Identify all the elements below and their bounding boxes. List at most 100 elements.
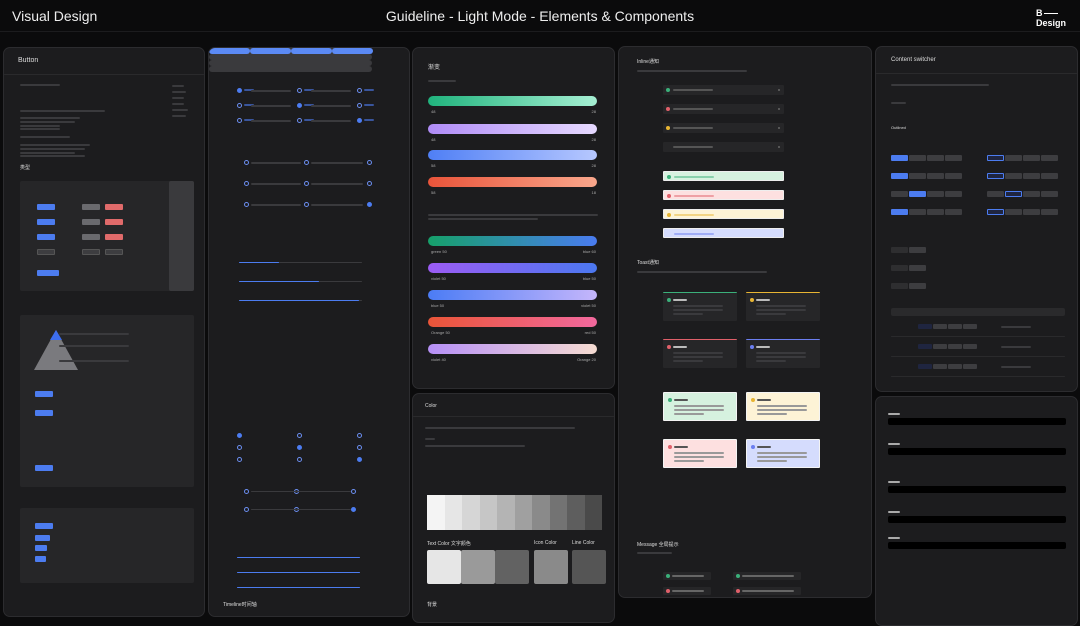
segmented-steps[interactable] bbox=[209, 48, 373, 72]
notice-text bbox=[674, 176, 714, 178]
switcher-segment[interactable] bbox=[945, 191, 962, 197]
switcher-segment[interactable] bbox=[1041, 191, 1058, 197]
switcher-segment[interactable] bbox=[933, 344, 947, 349]
switcher-segment[interactable] bbox=[963, 344, 977, 349]
error-icon bbox=[667, 345, 671, 349]
switcher-segment[interactable] bbox=[918, 324, 932, 329]
switcher-segment[interactable] bbox=[933, 324, 947, 329]
icon-switcher-segment[interactable] bbox=[891, 247, 908, 253]
progress-step-active bbox=[239, 262, 279, 263]
switcher-segment[interactable] bbox=[918, 364, 932, 369]
switcher-segment[interactable] bbox=[891, 173, 908, 179]
switcher-segment[interactable] bbox=[987, 155, 1004, 161]
gradient-bar bbox=[428, 96, 597, 106]
switcher-segment[interactable] bbox=[1023, 173, 1040, 179]
danger-button[interactable] bbox=[105, 204, 123, 210]
secondary-button-hover[interactable] bbox=[82, 219, 100, 225]
hierarchy-button[interactable] bbox=[35, 410, 53, 416]
icon-text-button[interactable] bbox=[37, 270, 59, 276]
gradient-panel: 渐变 48 28 48 28 58 28 58 18 green 50 blue 60 violet… bbox=[412, 47, 615, 389]
icon-switcher-segment[interactable] bbox=[909, 247, 926, 253]
switcher-segment[interactable] bbox=[927, 191, 944, 197]
switcher-segment[interactable] bbox=[891, 209, 908, 215]
success-icon bbox=[667, 298, 671, 302]
active-segment[interactable] bbox=[332, 48, 373, 54]
switcher-segment[interactable] bbox=[1041, 155, 1058, 161]
switcher-segment[interactable] bbox=[1023, 209, 1040, 215]
toast-text bbox=[673, 309, 723, 311]
switcher-segment[interactable] bbox=[945, 173, 962, 179]
size-large-button[interactable] bbox=[35, 523, 53, 529]
hierarchy-button[interactable] bbox=[35, 391, 53, 397]
size-small-button[interactable] bbox=[35, 545, 47, 551]
switcher-segment[interactable] bbox=[963, 324, 977, 329]
switcher-segment[interactable] bbox=[1041, 173, 1058, 179]
switcher-segment[interactable] bbox=[948, 324, 962, 329]
switcher-segment[interactable] bbox=[987, 209, 1004, 215]
switcher-segment[interactable] bbox=[987, 173, 1004, 179]
icon-switcher-segment[interactable] bbox=[891, 283, 908, 289]
switcher-segment[interactable] bbox=[1023, 191, 1040, 197]
switcher-segment[interactable] bbox=[933, 364, 947, 369]
switcher-segment[interactable] bbox=[1005, 209, 1022, 215]
close-icon[interactable] bbox=[778, 146, 780, 148]
switcher-segment[interactable] bbox=[909, 191, 926, 197]
secondary-button-active[interactable] bbox=[82, 234, 100, 240]
primary-button-hover[interactable] bbox=[37, 219, 55, 225]
message-title: Message 全局提示 bbox=[637, 542, 679, 548]
progress-step-active bbox=[239, 300, 359, 301]
primary-button[interactable] bbox=[37, 204, 55, 210]
color-panel: Color Text Color 文字颜色 Icon Color Line Co… bbox=[412, 393, 615, 623]
switcher-segment[interactable] bbox=[891, 191, 908, 197]
toast-title: Toast通知 bbox=[637, 260, 659, 266]
switcher-segment[interactable] bbox=[1005, 173, 1022, 179]
danger-button-disabled[interactable] bbox=[105, 249, 123, 255]
active-segment[interactable] bbox=[291, 48, 332, 54]
icon-switcher-segment[interactable] bbox=[909, 283, 926, 289]
segmented-steps[interactable] bbox=[209, 48, 372, 60]
switcher-segment[interactable] bbox=[987, 191, 1004, 197]
switcher-segment[interactable] bbox=[927, 155, 944, 161]
size-mini-button[interactable] bbox=[35, 556, 46, 562]
icon-switcher-segment[interactable] bbox=[909, 265, 926, 271]
switcher-segment[interactable] bbox=[1005, 191, 1022, 197]
step-dot bbox=[357, 103, 362, 108]
switcher-segment[interactable] bbox=[963, 364, 977, 369]
switcher-segment[interactable] bbox=[948, 364, 962, 369]
segmented-steps[interactable] bbox=[209, 48, 372, 66]
step-label bbox=[304, 89, 314, 91]
size-medium-button[interactable] bbox=[35, 535, 50, 541]
grayscale-swatch bbox=[462, 495, 480, 530]
primary-button-active[interactable] bbox=[37, 234, 55, 240]
danger-button-active[interactable] bbox=[105, 234, 123, 240]
switcher-segment[interactable] bbox=[909, 173, 926, 179]
switcher-segment[interactable] bbox=[927, 173, 944, 179]
switcher-segment[interactable] bbox=[1041, 209, 1058, 215]
switcher-segment[interactable] bbox=[909, 155, 926, 161]
switcher-segment[interactable] bbox=[909, 209, 926, 215]
primary-button-disabled[interactable] bbox=[37, 249, 55, 255]
step-icon bbox=[244, 160, 249, 165]
close-icon[interactable] bbox=[778, 108, 780, 110]
toast-text bbox=[756, 352, 806, 354]
active-segment[interactable] bbox=[250, 48, 291, 54]
close-icon[interactable] bbox=[778, 89, 780, 91]
switcher-segment[interactable] bbox=[945, 209, 962, 215]
danger-button-hover[interactable] bbox=[105, 219, 123, 225]
active-segment[interactable] bbox=[209, 48, 250, 54]
switcher-segment[interactable] bbox=[918, 344, 932, 349]
secondary-button[interactable] bbox=[82, 204, 100, 210]
switcher-segment[interactable] bbox=[948, 344, 962, 349]
switcher-segment[interactable] bbox=[891, 155, 908, 161]
close-icon[interactable] bbox=[778, 127, 780, 129]
hierarchy-button[interactable] bbox=[35, 465, 53, 471]
switcher-segment[interactable] bbox=[945, 155, 962, 161]
switcher-segment[interactable] bbox=[1023, 155, 1040, 161]
toast-dark bbox=[663, 292, 737, 321]
table-label bbox=[888, 537, 900, 539]
icon-switcher-segment[interactable] bbox=[891, 265, 908, 271]
gradient-bar bbox=[428, 150, 597, 160]
switcher-segment[interactable] bbox=[927, 209, 944, 215]
switcher-segment[interactable] bbox=[1005, 155, 1022, 161]
secondary-button-disabled[interactable] bbox=[82, 249, 100, 255]
